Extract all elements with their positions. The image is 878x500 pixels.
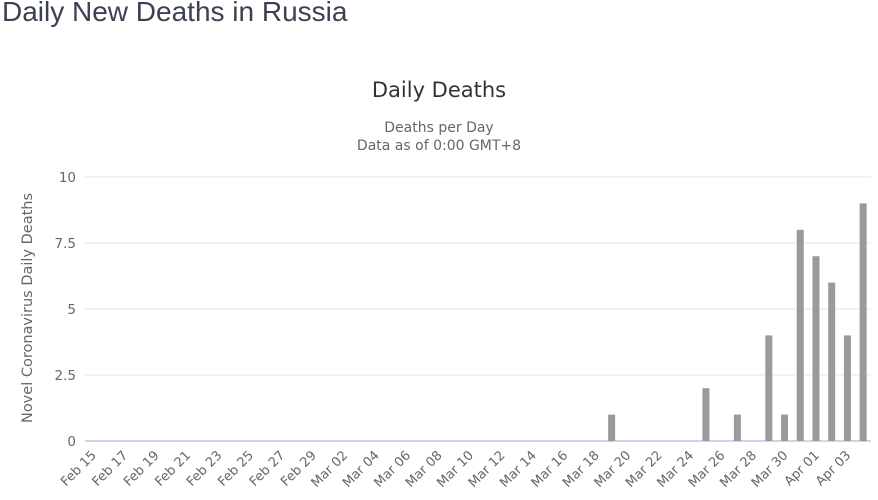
bar-apr-04[interactable] (859, 203, 867, 441)
bar-apr-01[interactable] (812, 256, 820, 441)
x-tick-label: Apr 03 (813, 448, 854, 489)
y-tick-label: 5 (67, 302, 76, 318)
chart-subtitle-line2: Data as of 0:00 GMT+8 (356, 138, 522, 154)
y-tick-label: 2.5 (55, 368, 76, 384)
bar-apr-03[interactable] (843, 335, 851, 441)
y-axis-title: Novel Coronavirus Daily Deaths (20, 193, 36, 423)
y-tick-label: 7.5 (55, 236, 76, 252)
bar-mar-31[interactable] (796, 229, 804, 441)
bar-mar-30[interactable] (781, 414, 789, 441)
y-tick-label: 0 (67, 434, 76, 450)
chart-title: Daily Deaths (371, 78, 507, 102)
y-tick-label: 10 (59, 170, 76, 186)
bar-mar-19[interactable] (608, 414, 616, 441)
page-title: Daily New Deaths in Russia (2, 0, 348, 27)
chart-subtitle-line1: Deaths per Day (384, 120, 494, 136)
bar-apr-02[interactable] (828, 282, 836, 441)
bar-mar-29[interactable] (765, 335, 773, 441)
bar-mar-27[interactable] (733, 414, 741, 441)
bar-mar-25[interactable] (702, 388, 710, 441)
